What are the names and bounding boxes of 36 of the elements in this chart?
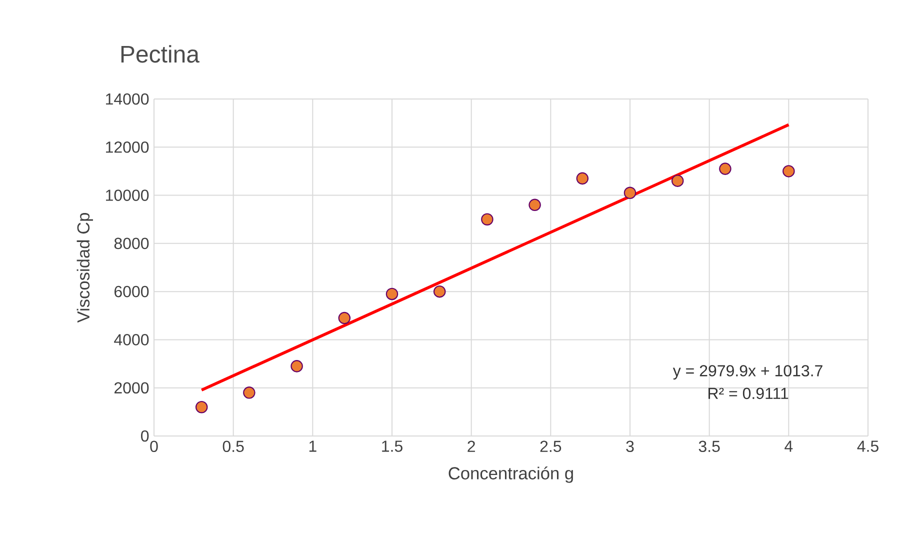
point bbox=[386, 288, 398, 300]
x-tick-label: 4 bbox=[784, 440, 793, 452]
point bbox=[719, 162, 732, 175]
y-tick-label: 10000 bbox=[106, 190, 149, 201]
point bbox=[338, 312, 351, 324]
y-axis-title: Viscosidad Cp bbox=[76, 213, 93, 323]
point bbox=[671, 174, 684, 187]
point bbox=[481, 213, 494, 226]
x-tick-label: 2.5 bbox=[540, 440, 562, 452]
annotation: R² = 0.9111 bbox=[708, 388, 788, 400]
point bbox=[195, 400, 208, 414]
x-tick-label: 2 bbox=[468, 440, 475, 452]
x-tick-label: 1.5 bbox=[382, 440, 402, 452]
y-tick-label: 12000 bbox=[106, 141, 149, 153]
y-tick-label: 0 bbox=[141, 430, 149, 442]
x-tick-label: 0.5 bbox=[222, 440, 244, 452]
point bbox=[528, 198, 541, 212]
point bbox=[243, 386, 256, 399]
y-tick-label: 14000 bbox=[106, 93, 149, 105]
x-tick-label: 1 bbox=[309, 440, 316, 452]
point bbox=[624, 186, 636, 200]
point bbox=[290, 360, 303, 372]
x-axis-title: Concentración g bbox=[448, 466, 573, 483]
y-tick-label: 2000 bbox=[114, 382, 149, 394]
y-tick-label: 6000 bbox=[114, 286, 149, 298]
x-tick-label: 4.5 bbox=[857, 440, 878, 452]
x-tick-label: 0 bbox=[150, 440, 158, 452]
x-tick-label: 3.5 bbox=[698, 440, 720, 452]
y-tick-label: 4000 bbox=[114, 334, 149, 346]
point bbox=[576, 172, 589, 185]
point bbox=[782, 165, 795, 178]
chart-title: Pectina bbox=[121, 45, 200, 63]
x-tick-label: 3 bbox=[626, 440, 634, 452]
annotation: y = 2979.9x + 1013.7 bbox=[672, 365, 822, 380]
point bbox=[433, 285, 446, 298]
y-tick-label: 8000 bbox=[114, 238, 149, 250]
